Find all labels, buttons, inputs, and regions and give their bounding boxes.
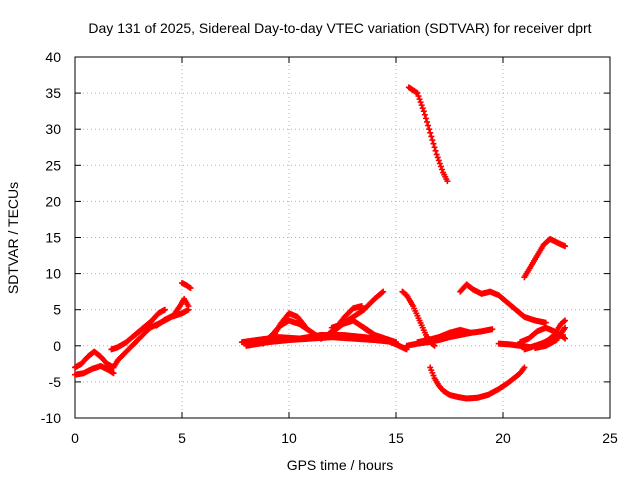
x-tick-label: 25: [602, 430, 618, 446]
x-tick-label: 15: [388, 430, 404, 446]
y-tick-label: 15: [45, 230, 61, 246]
data-point: [467, 329, 474, 336]
data-point: [437, 163, 444, 170]
y-tick-label: -10: [41, 410, 61, 426]
data-point: [489, 326, 496, 333]
data-point: [560, 318, 567, 325]
data-point: [560, 334, 567, 341]
data-point: [425, 122, 432, 129]
data-point: [427, 129, 434, 136]
y-axis-label: SDTVAR / TECUs: [5, 182, 21, 294]
axes-ticks: 0 5 10 15 20 25 -10 -5 0 5 10 15 20 25 30 35 40: [41, 49, 618, 446]
data-point: [444, 178, 451, 185]
y-tick-label: 20: [45, 193, 61, 209]
series-track-14: [360, 324, 410, 353]
x-tick-label: 0: [71, 430, 79, 446]
data-point: [435, 157, 442, 164]
grid: [75, 57, 610, 418]
y-tick-label: 25: [45, 157, 61, 173]
data-point: [419, 105, 426, 112]
series-track-16: [405, 84, 451, 185]
series-track-5: [153, 295, 192, 329]
y-tick-label: 30: [45, 121, 61, 137]
data-point: [415, 93, 422, 100]
y-tick-label: 40: [45, 49, 61, 65]
data-point: [414, 90, 421, 97]
data-point: [187, 285, 194, 292]
x-tick-label: 5: [178, 430, 186, 446]
series-track-20: [457, 281, 549, 326]
data-point: [358, 303, 365, 310]
data-point: [421, 111, 428, 118]
data-point: [439, 166, 446, 173]
data-point: [417, 99, 424, 106]
data-point: [562, 317, 569, 324]
series-track-22: [521, 235, 569, 281]
data-point: [430, 140, 437, 147]
y-tick-label: 10: [45, 266, 61, 282]
data-point: [431, 144, 438, 151]
data-point: [426, 126, 433, 133]
data-point: [542, 319, 549, 326]
data-point: [185, 303, 192, 310]
data-point: [380, 288, 387, 295]
data-point: [436, 160, 443, 167]
data-point: [429, 137, 436, 144]
series-track-3: [108, 306, 168, 353]
series-track-25: [532, 324, 569, 351]
data-point: [416, 96, 423, 103]
y-tick-label: 0: [53, 338, 61, 354]
data-point: [562, 335, 569, 342]
data-point: [422, 115, 429, 122]
y-tick-label: -5: [49, 374, 62, 390]
series-track-6: [179, 279, 194, 292]
data-point: [562, 243, 569, 250]
series-track-10: [260, 317, 325, 347]
data-series: [72, 84, 569, 402]
data-point: [434, 154, 441, 161]
x-tick-label: 20: [495, 430, 511, 446]
series-track-4: [114, 306, 192, 364]
data-point: [428, 133, 435, 140]
data-point: [379, 289, 386, 296]
data-point: [424, 118, 431, 125]
series-track-18: [414, 326, 474, 346]
x-tick-label: 10: [281, 430, 297, 446]
data-point: [420, 108, 427, 115]
chart-title: Day 131 of 2025, Sidereal Day-to-day VTE…: [88, 20, 591, 36]
data-point: [433, 151, 440, 158]
series-track-19: [427, 364, 528, 402]
data-point: [161, 306, 168, 313]
data-point: [521, 364, 528, 371]
series-track-2: [72, 363, 117, 378]
data-point: [418, 102, 425, 109]
data-point: [562, 324, 569, 331]
series-track-17: [403, 326, 496, 349]
y-tick-label: 5: [53, 302, 61, 318]
y-tick-label: 35: [45, 85, 61, 101]
data-point: [110, 370, 117, 377]
x-axis-label: GPS time / hours: [287, 457, 394, 473]
data-point: [432, 147, 439, 154]
